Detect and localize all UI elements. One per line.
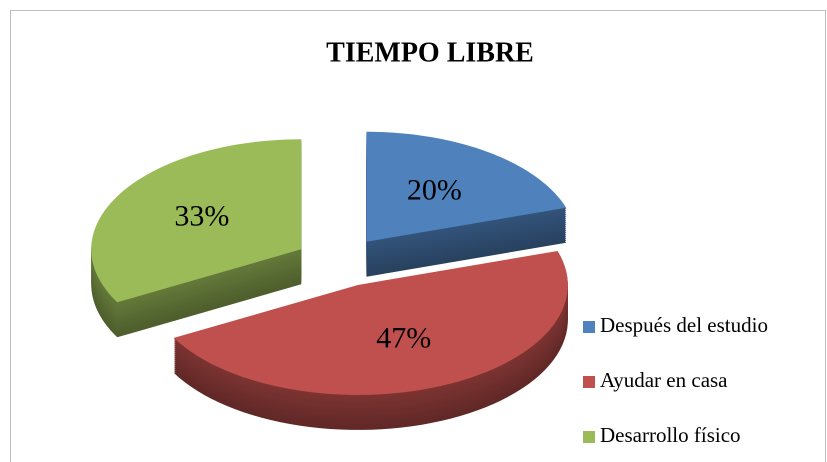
legend-label: Desarrollo físico xyxy=(600,423,741,447)
slice xyxy=(91,139,302,303)
data-label: 33% xyxy=(174,199,229,232)
legend-swatch xyxy=(583,376,595,388)
slice xyxy=(173,250,568,395)
chart-title: TIEMPO LIBRE xyxy=(326,37,534,68)
data-label: 20% xyxy=(407,174,462,207)
slice xyxy=(366,131,567,242)
data-label: 47% xyxy=(376,321,431,354)
legend-swatch xyxy=(583,431,595,443)
legend-swatch xyxy=(583,321,595,333)
legend-label: Después del estudio xyxy=(600,313,768,337)
legend-label: Ayudar en casa xyxy=(600,368,728,392)
